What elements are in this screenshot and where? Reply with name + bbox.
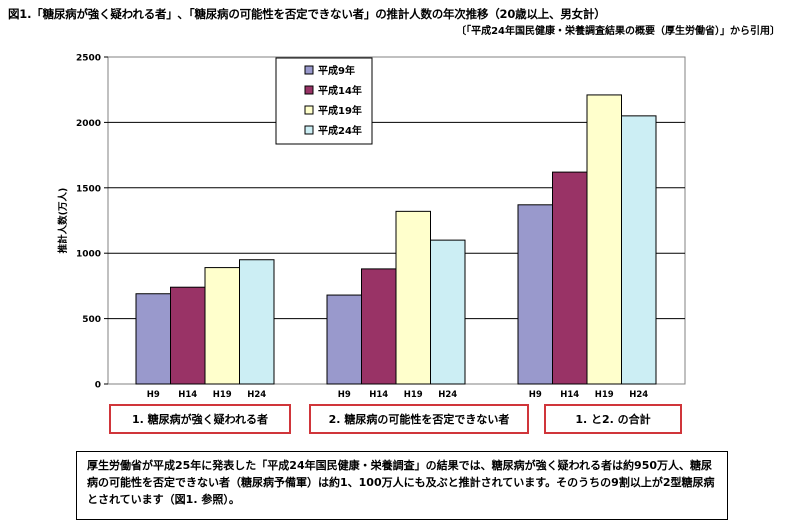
- y-tick-label: 2500: [76, 54, 101, 64]
- bar: [552, 171, 588, 385]
- chart-title: 図1.「糖尿病が強く疑われる者」､「糖尿病の可能性を否定できない者」の推計人数の…: [8, 7, 606, 21]
- bar: [326, 294, 362, 385]
- x-tick-label: H19: [213, 390, 232, 400]
- legend-label: 平成14年: [318, 84, 362, 97]
- legend-swatch: [304, 125, 314, 135]
- bar: [586, 94, 622, 385]
- legend-label: 平成9年: [318, 64, 355, 77]
- x-tick-label: H9: [338, 390, 351, 400]
- bar: [395, 210, 431, 385]
- source-citation: 〔「平成24年国民健康・栄養調査結果の概要（厚生労働省）」から引用〕: [456, 26, 780, 37]
- y-tick-label: 0: [95, 381, 101, 391]
- group-label-1: 1. 糖尿病が強く疑われる者: [109, 404, 291, 434]
- legend-label: 平成24年: [318, 124, 362, 137]
- legend-swatch: [304, 65, 314, 75]
- group-label-3: 1. と2. の合計: [544, 404, 682, 434]
- bar: [361, 268, 397, 385]
- x-tick-label: H19: [595, 390, 614, 400]
- y-tick-label: 2000: [76, 119, 101, 129]
- y-tick-label: 1000: [76, 250, 101, 260]
- bar-chart: 0 500 1000 1500 2000 2500 推計人数(万人) H9 H14 H19 H24 H…: [57, 54, 686, 400]
- group-label-2: 2. 糖尿病の可能性を否定できない者: [309, 404, 529, 434]
- x-tick-label: H9: [147, 390, 160, 400]
- x-tick-label: H24: [438, 390, 457, 400]
- x-tick-label: H9: [529, 390, 542, 400]
- legend-swatch: [304, 85, 314, 95]
- bar: [204, 267, 240, 385]
- x-tick-label: H19: [404, 390, 423, 400]
- legend-swatch: [304, 105, 314, 115]
- bar: [517, 204, 553, 385]
- legend-box: [275, 57, 373, 145]
- bar: [239, 259, 275, 385]
- bar: [135, 293, 171, 385]
- x-tick-label: H24: [247, 390, 266, 400]
- bar: [621, 115, 657, 385]
- note-box: 厚生労働省が平成25年に発表した「平成24年国民健康・栄養調査」の結果では、糖尿…: [76, 451, 728, 520]
- y-axis-label: 推計人数(万人): [57, 188, 69, 254]
- bar: [170, 286, 206, 385]
- x-tick-label: H14: [178, 390, 197, 400]
- x-tick-label: H24: [629, 390, 648, 400]
- y-tick-label: 1500: [76, 184, 101, 194]
- y-tick-label: 500: [82, 315, 101, 325]
- x-tick-label: H14: [560, 390, 579, 400]
- legend-label: 平成19年: [318, 104, 362, 117]
- bar: [430, 239, 466, 385]
- x-tick-label: H14: [369, 390, 388, 400]
